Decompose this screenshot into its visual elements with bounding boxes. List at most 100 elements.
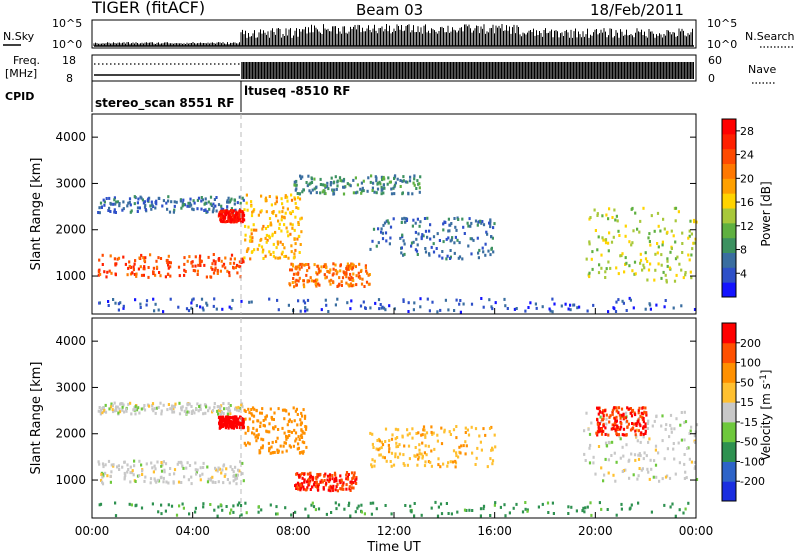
data-point [693, 460, 696, 464]
data-point [257, 510, 260, 514]
data-point [250, 228, 253, 232]
data-point [272, 451, 275, 454]
data-point [193, 411, 196, 415]
data-point [118, 204, 121, 208]
data-point [578, 305, 581, 309]
data-point [142, 267, 145, 271]
data-point [158, 271, 161, 274]
data-point [375, 507, 378, 511]
data-point [637, 411, 640, 415]
data-point [482, 305, 485, 309]
data-point [281, 450, 284, 454]
data-point [165, 480, 168, 484]
data-point [304, 309, 307, 313]
data-point [683, 410, 686, 414]
data-point [216, 469, 219, 473]
data-point [324, 298, 327, 302]
data-point [672, 306, 675, 310]
data-point [632, 473, 635, 477]
data-point [271, 234, 274, 238]
data-point [190, 412, 193, 415]
data-point [609, 266, 612, 270]
data-point [262, 224, 265, 228]
data-point [284, 195, 287, 199]
data-point [258, 451, 261, 455]
data-point [491, 446, 494, 450]
data-point [162, 480, 165, 484]
colorbar-tick-label: 15 [740, 396, 754, 409]
data-point [233, 215, 236, 219]
data-point [220, 419, 223, 423]
data-point [634, 433, 637, 437]
data-point [305, 181, 308, 184]
data-point [672, 234, 675, 238]
data-point [311, 485, 314, 489]
data-point [585, 257, 588, 261]
data-point [224, 212, 227, 216]
data-point [398, 443, 401, 447]
data-point [403, 216, 406, 220]
data-point [408, 179, 412, 183]
data-point [410, 244, 413, 248]
data-point [307, 483, 310, 487]
data-point [424, 433, 427, 437]
data-point [249, 235, 252, 239]
data-point [131, 271, 134, 275]
data-point [316, 475, 319, 479]
data-point [196, 273, 199, 276]
data-point [147, 266, 150, 269]
data-point [674, 240, 677, 244]
data-point [295, 272, 298, 276]
data-point [604, 241, 608, 245]
data-point [269, 451, 272, 455]
data-point [212, 202, 215, 206]
colorbar-tick-label: -50 [740, 436, 758, 449]
colorbar-swatch [722, 421, 736, 443]
data-point [407, 191, 410, 195]
data-point [150, 461, 153, 465]
data-point [143, 404, 146, 407]
data-point [324, 184, 327, 188]
data-point [626, 425, 629, 429]
data-point [142, 256, 145, 260]
data-point [374, 301, 377, 305]
data-point [126, 470, 129, 474]
data-point [300, 230, 303, 234]
data-point [329, 181, 332, 184]
data-point [229, 199, 232, 203]
data-point [222, 417, 225, 421]
data-point [600, 253, 603, 257]
data-point [269, 503, 272, 507]
data-point [222, 262, 226, 266]
data-point [235, 408, 239, 412]
data-point [604, 441, 608, 445]
freq-tick-top: 18 [62, 54, 76, 67]
data-point [166, 258, 169, 262]
data-point [450, 238, 453, 242]
data-point [149, 253, 152, 257]
colorbar-tick-label: 16 [740, 196, 754, 209]
data-point [296, 192, 299, 195]
data-point [382, 191, 385, 195]
data-point [321, 183, 324, 187]
data-point [260, 446, 263, 450]
data-point [416, 453, 419, 457]
data-point [293, 237, 296, 241]
data-point [430, 425, 433, 429]
data-point [177, 460, 180, 464]
data-point [334, 263, 337, 267]
data-point [192, 199, 195, 203]
data-point [306, 269, 309, 273]
data-point [222, 218, 225, 222]
data-point [620, 425, 623, 429]
data-point [346, 301, 349, 305]
data-point [447, 461, 450, 465]
data-point [645, 454, 648, 458]
data-point [274, 230, 277, 234]
data-point [354, 479, 357, 483]
data-point [163, 468, 166, 472]
colorbar-tick-label: 100 [740, 357, 761, 370]
data-point [178, 504, 181, 508]
data-point [326, 185, 329, 188]
